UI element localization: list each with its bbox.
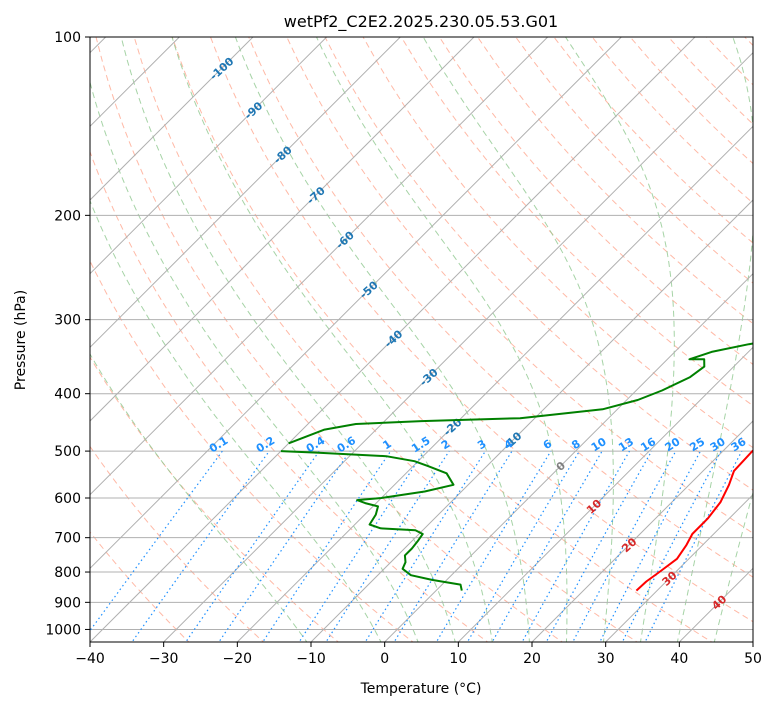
y-tick-label: 400: [54, 387, 81, 403]
isotherm-label: -100: [207, 55, 236, 83]
isotherm-line: [752, 641, 753, 642]
mixing-ratio-label: 0.6: [335, 434, 359, 456]
isotherm-line: [310, 199, 753, 642]
x-tick-label: 0: [380, 651, 389, 667]
mixing-ratio-label: 0.2: [254, 434, 277, 455]
mixing-ratio-line: [325, 450, 450, 642]
mixing-ratio-line: [466, 450, 580, 642]
mixing-ratio-line: [131, 450, 270, 642]
mixing-ratio-line: [262, 450, 392, 642]
mixing-ratio-label: 0.1: [207, 434, 230, 455]
isotherm-line: [90, 37, 254, 201]
mixing-ratio-label: 1: [380, 437, 393, 452]
dry-adiabat: [477, 37, 753, 325]
moist-adiabat: [90, 199, 382, 642]
sounding-profiles: [280, 342, 753, 592]
mixing-ratio-line: [393, 450, 513, 642]
dry-adiabat: [744, 37, 753, 47]
moist-adiabat: [316, 37, 568, 642]
dry-adiabat: [210, 37, 753, 623]
y-tick-label: 1000: [45, 622, 81, 638]
dry-adiabat: [438, 37, 753, 366]
isotherm-line: [457, 346, 753, 642]
mixing-ratio-label: 1.5: [409, 434, 432, 455]
dry-adiabat: [400, 37, 753, 407]
pressure-grid-lines: [90, 37, 753, 630]
chart-title: wetPf2_C2E2.2025.230.05.53.G01: [284, 12, 558, 32]
plot-area: -100-90-80-70-60-50-40-30-20-10010203040…: [90, 37, 753, 642]
y-tick-label: 900: [54, 595, 81, 611]
dry-adiabat: [171, 37, 713, 642]
isotherm-line: [90, 37, 696, 642]
x-tick-label: 30: [597, 651, 615, 667]
y-tick-label: 800: [54, 565, 81, 581]
isotherm-line: [236, 125, 753, 642]
moist-adiabat: [90, 353, 308, 642]
isotherm-line: [90, 37, 622, 570]
dry-adiabat: [324, 37, 753, 491]
dry-adiabat: [286, 37, 753, 534]
x-tick-label: 10: [449, 651, 467, 667]
temperature-profile: [635, 449, 753, 592]
y-tick-label: 500: [54, 444, 81, 460]
mixing-ratio-line: [90, 450, 223, 632]
x-tick-label: −40: [75, 651, 105, 667]
plot-frame: [89, 36, 754, 643]
x-tick-label: −20: [223, 651, 253, 667]
mixing-ratio-line: [521, 450, 631, 642]
isotherm-line: [384, 272, 753, 642]
dewpoint-upper-profile: [288, 342, 753, 445]
x-tick-label: 40: [670, 651, 688, 667]
mixing-ratio-line: [621, 450, 722, 642]
y-tick-label: 700: [54, 531, 81, 547]
mixing-ratio-label: 2: [439, 437, 452, 452]
x-tick-label: −10: [296, 651, 326, 667]
y-tick-label: 300: [54, 313, 81, 329]
dry-adiabat: [90, 445, 265, 642]
x-tick-label: −30: [149, 651, 179, 667]
x-axis-ticks: −40 −30 −20 −10 0 10 20 30 40 50: [75, 642, 762, 667]
dry-adiabat: [248, 37, 753, 578]
mixing-ratio-line: [644, 450, 743, 642]
dry-adiabat: [515, 37, 753, 284]
isotherm-line: [90, 37, 328, 275]
isotherm-line: [90, 37, 475, 422]
dry-adiabat: [90, 150, 489, 642]
mixing-ratio-lines: [90, 450, 743, 642]
y-tick-label: 100: [54, 30, 81, 46]
mixing-ratio-line: [298, 450, 425, 642]
x-tick-label: 20: [523, 651, 541, 667]
mixing-ratio-line: [491, 450, 603, 642]
mixing-ratio-label: 8: [569, 437, 582, 452]
mixing-ratio-line: [364, 450, 486, 642]
isotherm-line: [90, 37, 549, 496]
moist-adiabat: [422, 37, 614, 642]
dewpoint-profile: [280, 450, 463, 591]
moist-adiabat: [713, 490, 753, 642]
skewed-isotherm-lines: [90, 37, 753, 642]
mixing-ratio-line: [435, 450, 552, 642]
mixing-ratio-line: [218, 450, 351, 642]
isotherm-line: [163, 51, 753, 642]
moist-adiabat: [90, 80, 419, 642]
dry-adiabat: [362, 37, 753, 449]
isotherm-line: [605, 493, 753, 642]
dry-adiabat: [553, 37, 753, 244]
x-tick-label: 50: [744, 651, 762, 667]
y-tick-label: 600: [54, 491, 81, 507]
dry-adiabat: [591, 37, 753, 204]
y-axis-ticks: 100 200 300 400 500 600 700 800 900 1000: [45, 30, 90, 638]
y-tick-label: 200: [54, 208, 81, 224]
dry-adiabat: [90, 259, 414, 642]
isotherm-line: [531, 420, 753, 642]
moist-adiabat: [171, 37, 493, 642]
isotherm-line: [678, 567, 753, 642]
x-axis-label: Temperature (°C): [360, 681, 482, 697]
y-axis-label: Pressure (hPa): [13, 290, 29, 390]
isotherm-line: [90, 37, 401, 349]
